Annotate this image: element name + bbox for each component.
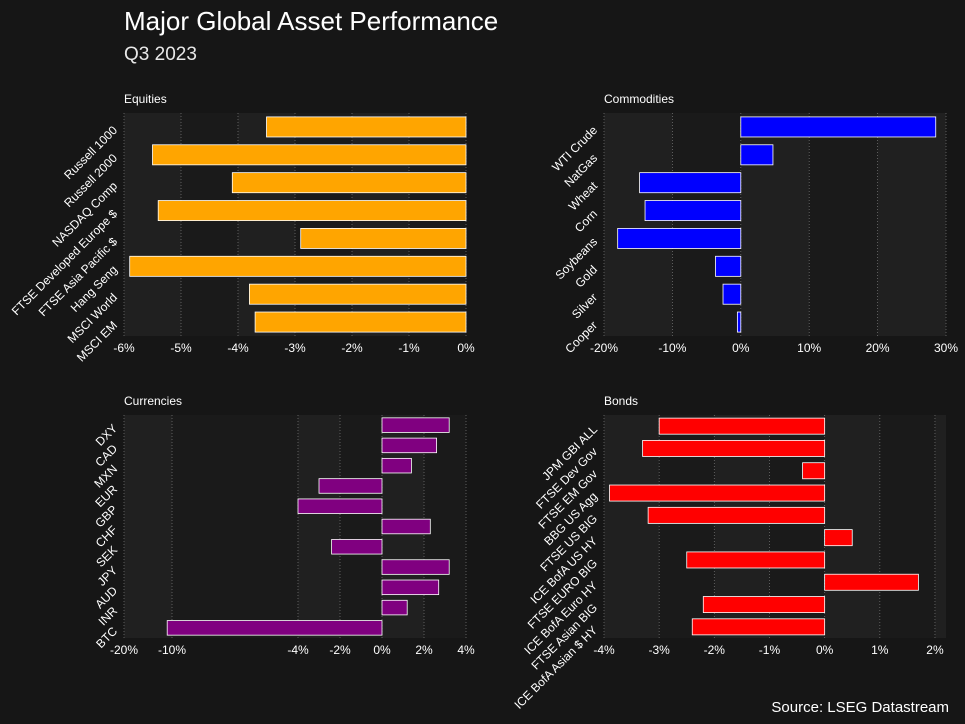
bar-aud: [381, 579, 440, 596]
bar-nasdaq-comp: [231, 172, 467, 194]
bar-ftse-dev-gov: [642, 440, 826, 457]
x-tick-label: -6%: [113, 341, 135, 355]
bar-msci-world: [248, 283, 467, 305]
x-tick-label: -20%: [590, 341, 618, 355]
plot-band: [172, 415, 298, 638]
bar-ice-bofa-euro-hy: [824, 573, 919, 591]
x-tick-label: 2%: [926, 643, 944, 657]
bar-ftse-asia-pacific-: [300, 228, 467, 249]
bar-wti-crude: [740, 116, 937, 138]
bar-ice-bofa-us-hy: [824, 529, 853, 547]
bar-inr: [381, 599, 408, 616]
plot-band: [604, 113, 673, 336]
plot-band: [879, 415, 935, 638]
bar-cooper: [736, 311, 742, 333]
bar-bbg-us-agg: [609, 484, 826, 502]
bar-soybeans: [617, 228, 742, 249]
x-tick-label: -20%: [110, 643, 138, 657]
bar-gbp: [297, 498, 383, 514]
x-tick-label: -3%: [648, 643, 670, 657]
bar-hang-seng: [129, 255, 467, 277]
plot-band: [340, 415, 382, 638]
bar-natgas: [740, 144, 774, 166]
plot-band: [124, 415, 172, 638]
x-tick-label: 0%: [816, 643, 834, 657]
x-tick-label: -4%: [227, 341, 249, 355]
source-note: Source: LSEG Datastream: [771, 699, 949, 716]
x-tick-label: -2%: [329, 643, 351, 657]
bar-jpy: [381, 559, 450, 575]
bar-sek: [331, 539, 383, 555]
panel-title: Currencies: [124, 394, 182, 408]
x-tick-label: 10%: [797, 341, 821, 355]
x-tick-label: 0%: [732, 341, 750, 355]
x-tick-label: -2%: [704, 643, 726, 657]
x-tick-label: 0%: [373, 643, 391, 657]
chart-panel-currencies: Currencies-20% -10% -4% -2% 0% 2% 4%DXYCADMXNE…: [91, 394, 475, 657]
x-tick-label: -10%: [658, 341, 686, 355]
bar-silver: [722, 283, 742, 305]
bar-ftse-euro-big: [686, 551, 826, 569]
x-tick-label: -3%: [284, 341, 306, 355]
x-tick-label: 4%: [457, 643, 475, 657]
plot-band: [298, 415, 340, 638]
x-tick-label: 1%: [871, 643, 889, 657]
x-tick-label: 2%: [415, 643, 433, 657]
bar-dxy: [381, 417, 450, 433]
chart-panel-commodities: Commodities-20% -10% 0% 10% 20% 30%WTI CrudeN…: [549, 92, 958, 356]
x-tick-label: -1%: [398, 341, 420, 355]
chart-panel-equities: Equities-6% -5% -4% -3% -2% -1% 0%Russell 1000…: [9, 92, 475, 364]
bar-btc: [166, 620, 383, 636]
bar-gold: [715, 255, 742, 277]
page-title: Major Global Asset Performance: [124, 6, 499, 36]
x-tick-label: -5%: [170, 341, 192, 355]
bar-russell-1000: [266, 116, 467, 138]
bar-wheat: [639, 172, 742, 194]
panel-title: Equities: [124, 92, 167, 106]
plot-band: [877, 113, 946, 336]
bar-ice-bofa-asian-hy: [691, 618, 826, 636]
x-tick-label: -1%: [759, 643, 781, 657]
bar-ftse-developed-europe-: [157, 200, 467, 221]
x-tick-label: -2%: [341, 341, 363, 355]
category-label: JPY: [95, 563, 120, 588]
x-tick-label: 20%: [866, 341, 890, 355]
plot-band: [934, 415, 946, 638]
bar-chf: [381, 518, 431, 535]
bar-ftse-asian-big: [702, 596, 826, 613]
plot-band: [824, 415, 880, 638]
panel-title: Bonds: [604, 394, 638, 408]
bar-russell-2000: [152, 144, 467, 166]
bar-cad: [381, 437, 437, 454]
plot-band: [809, 113, 878, 336]
bar-jpm-gbi-all: [658, 417, 826, 435]
x-tick-label: 0%: [457, 341, 475, 355]
x-tick-label: -4%: [287, 643, 309, 657]
x-tick-label: -4%: [593, 643, 615, 657]
x-tick-label: 30%: [934, 341, 958, 355]
x-tick-label: -10%: [158, 643, 186, 657]
bar-ftse-us-big: [647, 506, 826, 524]
bar-mxn: [381, 457, 412, 474]
bar-ftse-em-gov: [802, 462, 826, 480]
category-label: Silver: [569, 290, 600, 321]
bar-corn: [644, 200, 742, 221]
bar-eur: [318, 478, 383, 494]
page-subtitle: Q3 2023: [124, 44, 197, 65]
panel-title: Commodities: [604, 92, 674, 106]
bar-msci-em: [254, 311, 467, 333]
